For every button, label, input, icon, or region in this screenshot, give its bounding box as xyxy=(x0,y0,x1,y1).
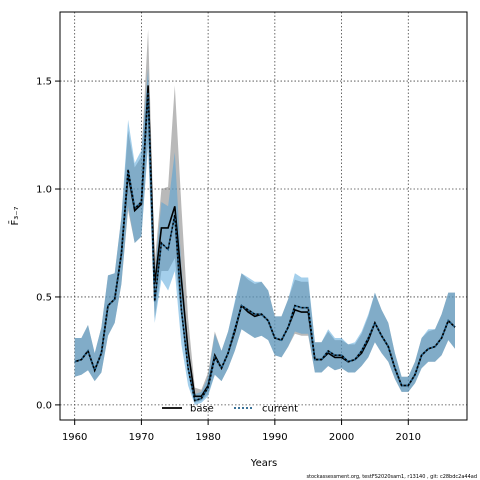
x-tick-label: 1970 xyxy=(129,432,154,443)
series-line-base xyxy=(74,85,456,398)
x-tick-label: 1990 xyxy=(262,432,287,443)
y-tick-label: 1.5 xyxy=(36,77,52,88)
y-axis: 0.0 0.5 1.0 1.5 xyxy=(36,77,60,411)
series-lines xyxy=(74,85,456,402)
x-tick-label: 2000 xyxy=(329,432,354,443)
legend-label-base: base xyxy=(190,404,214,415)
confidence-band-current xyxy=(74,68,455,405)
series-line-current-overlay xyxy=(74,91,456,402)
x-axis: 1960 1970 1980 1990 2000 2010 xyxy=(62,420,421,443)
y-axis-title: F̄₃₋₇ xyxy=(8,206,21,225)
plot-frame xyxy=(59,11,468,421)
x-tick-label: 2010 xyxy=(396,432,421,443)
confidence-bands xyxy=(74,29,455,405)
x-axis-title: Years xyxy=(250,458,277,469)
legend: base current xyxy=(162,404,298,415)
x-tick-label: 1960 xyxy=(62,432,87,443)
y-tick-label: 1.0 xyxy=(36,185,52,196)
y-tick-label: 0.5 xyxy=(36,292,52,303)
series-line-current xyxy=(74,91,456,402)
y-tick-label: 0.0 xyxy=(36,400,52,411)
footnote: stockassessment.org, testFS2020sam1, r13… xyxy=(306,474,477,480)
legend-label-current: current xyxy=(262,404,298,415)
x-tick-label: 1980 xyxy=(195,432,220,443)
grid xyxy=(60,12,467,420)
